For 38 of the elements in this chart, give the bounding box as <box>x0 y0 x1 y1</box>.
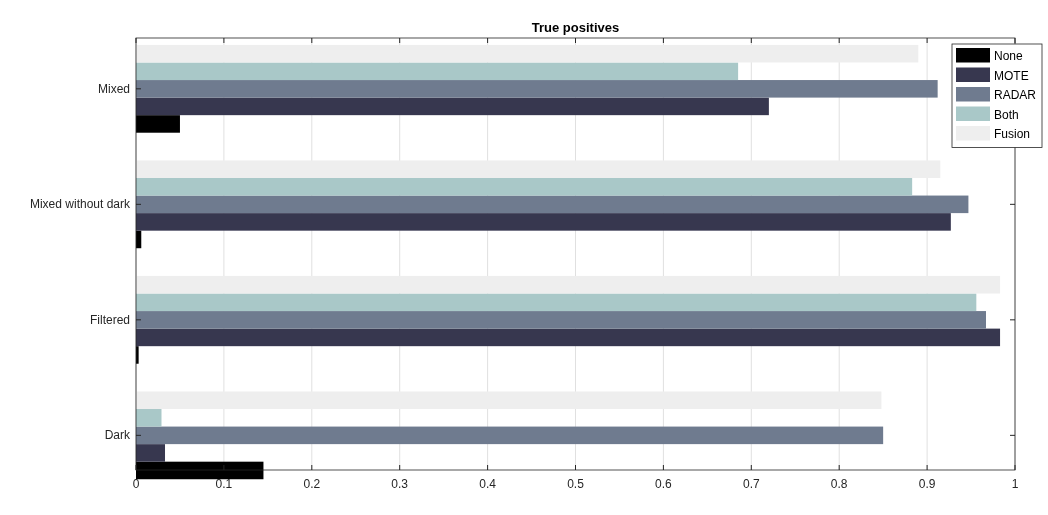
y-tick-label: Dark <box>104 428 131 443</box>
bar <box>136 178 913 196</box>
bar <box>136 62 739 81</box>
x-tick-label: 0.8 <box>830 477 848 491</box>
y-tick-label: Mixed without dark <box>29 197 131 212</box>
chart-title: True positives <box>531 20 620 35</box>
bar <box>136 97 769 116</box>
bar <box>136 213 951 231</box>
bar <box>136 426 884 445</box>
bar <box>136 444 166 462</box>
bar <box>136 160 941 178</box>
x-tick-label: 0.3 <box>391 477 409 491</box>
bar <box>136 275 1001 294</box>
legend-label: None <box>994 49 1024 63</box>
bar <box>136 391 882 410</box>
bar <box>136 44 919 63</box>
bar <box>136 409 162 427</box>
y-tick-label: Mixed <box>97 81 130 96</box>
bar <box>136 80 938 98</box>
x-tick-label: 0.7 <box>742 477 760 491</box>
x-tick-label: 1 <box>1011 477 1019 491</box>
legend-label: Fusion <box>994 127 1031 141</box>
legend-label: MOTE <box>994 68 1029 83</box>
x-tick-label: 0.6 <box>655 477 673 491</box>
bar <box>136 293 977 312</box>
x-tick-label: 0 <box>132 477 140 491</box>
x-tick-label: 0.1 <box>215 477 233 491</box>
bar <box>136 115 180 133</box>
legend-label: RADAR <box>994 88 1037 102</box>
x-tick-label: 0.5 <box>567 477 585 491</box>
bar <box>136 328 1001 347</box>
bar <box>136 195 969 214</box>
y-tick-label: Filtered <box>89 312 130 327</box>
bar <box>136 311 986 329</box>
x-tick-label: 0.9 <box>918 477 936 491</box>
x-tick-label: 0.4 <box>479 477 497 491</box>
x-tick-label: 0.2 <box>303 477 321 491</box>
legend-label: Both <box>994 107 1019 122</box>
